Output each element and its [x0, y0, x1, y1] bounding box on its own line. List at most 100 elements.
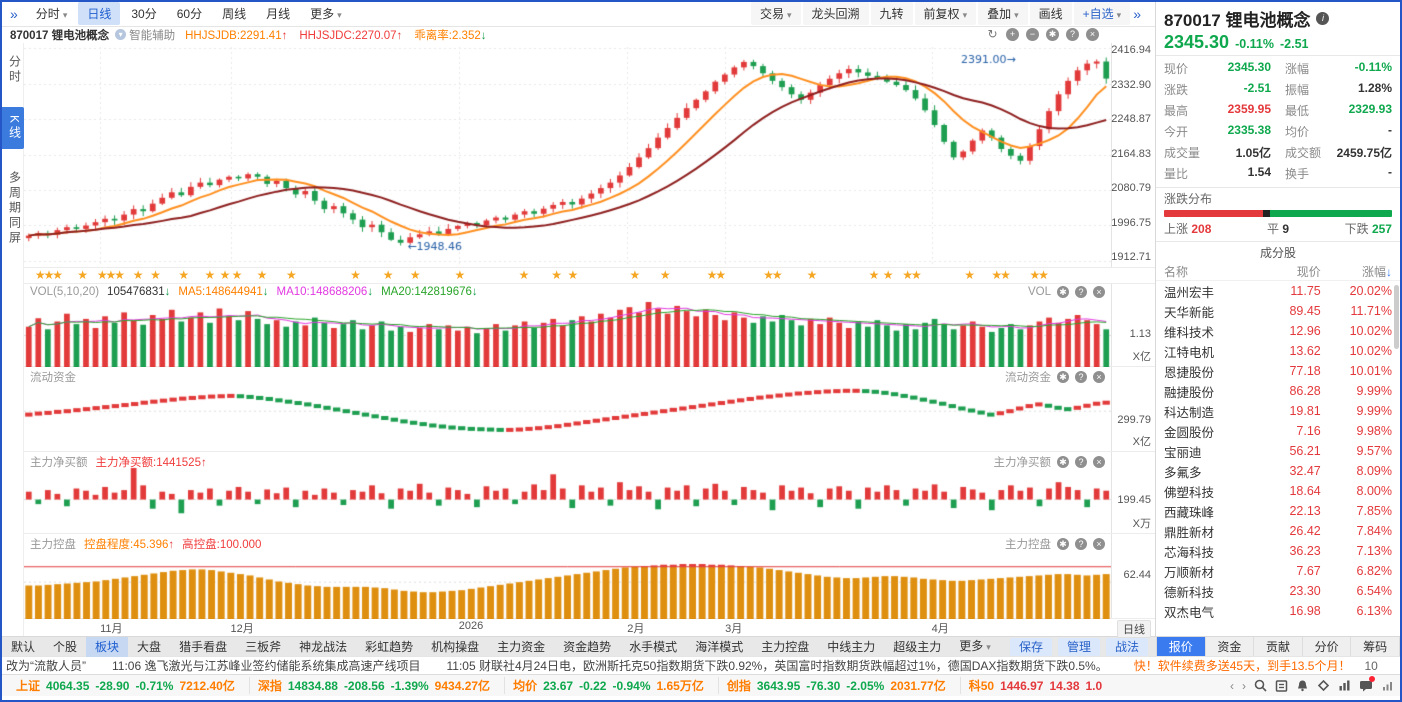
gear-icon[interactable]: ✱ [1046, 28, 1059, 42]
nav-arrow-icon[interactable]: › [1242, 678, 1246, 693]
gear-icon[interactable]: ✱ [1057, 538, 1069, 550]
strategy-tab-默认[interactable]: 默认 [11, 639, 36, 654]
volume-canvas[interactable] [24, 284, 1111, 367]
help-icon[interactable]: ? [1075, 371, 1087, 383]
quote-tab-贡献[interactable]: 贡献 [1254, 637, 1303, 656]
index-segment-科50[interactable]: 科50 1446.97 14.38 1.0 [961, 677, 1116, 694]
index-segment-均价[interactable]: 均价 23.67 -0.22 -0.94% 1.65万亿 [505, 677, 719, 694]
strategy-tab-板块[interactable]: 板块 [86, 636, 129, 657]
refresh-icon[interactable]: ↻ [987, 27, 998, 42]
table-row[interactable]: 德新科技 23.30 6.54% [1156, 581, 1400, 601]
expand-icon[interactable]: » [1133, 5, 1141, 22]
close-icon[interactable]: × [1093, 538, 1105, 550]
table-row[interactable]: 宝丽迪 56.21 9.57% [1156, 441, 1400, 461]
action-战法[interactable]: 战法 [1105, 637, 1148, 656]
news-item[interactable]: 11:06 逸飞激光与江苏峰业签约储能系统集成高速产线项目 [112, 659, 421, 673]
gear-icon[interactable]: ✱ [1057, 456, 1069, 468]
table-row[interactable]: 万顺新材 7.67 6.82% [1156, 561, 1400, 581]
table-row[interactable]: 佛塑科技 18.64 8.00% [1156, 481, 1400, 501]
quote-tab-资金[interactable]: 资金 [1205, 637, 1255, 656]
strategy-tab-资金趋势[interactable]: 资金趋势 [563, 639, 612, 654]
search-icon[interactable] [1254, 679, 1267, 692]
help-icon[interactable]: ? [1075, 456, 1087, 468]
main-control-canvas[interactable] [24, 534, 1111, 619]
index-segment-创指[interactable]: 创指 3643.95 -76.30 -2.05% 2031.77亿 [719, 677, 961, 694]
strategy-tab-中线主力[interactable]: 中线主力 [827, 639, 876, 654]
bell-icon[interactable] [1296, 679, 1309, 692]
period-tab-30分[interactable]: 30分 [131, 7, 157, 22]
quote-tab-分价[interactable]: 分价 [1302, 637, 1352, 656]
close-icon[interactable]: × [1086, 28, 1099, 42]
help-icon[interactable]: ? [1066, 28, 1079, 42]
tool-叠加[interactable]: 叠加 ▾ [978, 2, 1028, 26]
strategy-tab-彩虹趋势[interactable]: 彩虹趋势 [365, 639, 414, 654]
flow-funds-canvas[interactable] [24, 367, 1111, 452]
help-icon[interactable]: ? [1075, 286, 1087, 298]
message-icon[interactable] [1359, 676, 1375, 692]
action-保存[interactable]: 保存 [1009, 637, 1052, 656]
scrollbar-thumb[interactable] [1394, 285, 1399, 349]
rail-tab-K线[interactable]: K线 [2, 107, 24, 150]
table-row[interactable]: 天华新能 89.45 11.71% [1156, 301, 1400, 321]
strategy-tab-水手模式[interactable]: 水手模式 [629, 639, 678, 654]
diamond-icon[interactable] [1317, 679, 1330, 692]
main-net-buy-canvas[interactable] [24, 452, 1111, 534]
news-item[interactable]: 11:05 财联社4月24日电，欧洲斯托克50指数期货下跌0.92%，英国富时指… [446, 659, 1108, 673]
table-row[interactable]: 恩捷股份 77.18 10.01% [1156, 361, 1400, 381]
period-tab-周线[interactable]: 周线 [222, 7, 247, 22]
tool-龙头回溯[interactable]: 龙头回溯 [802, 2, 869, 26]
chart-icon[interactable] [1338, 679, 1351, 692]
table-row[interactable]: 融捷股份 86.28 9.99% [1156, 381, 1400, 401]
close-icon[interactable]: × [1093, 456, 1105, 468]
strategy-tab-超级主力[interactable]: 超级主力 [893, 639, 942, 654]
strategy-tab-个股[interactable]: 个股 [53, 639, 78, 654]
col-price[interactable]: 现价 [1296, 265, 1321, 279]
period-tab-月线[interactable]: 月线 [266, 7, 291, 22]
rail-tab-多周期同屏[interactable]: 多周期同屏 [7, 171, 22, 247]
gear-icon[interactable]: ✱ [1057, 371, 1069, 383]
strategy-tab-主力控盘[interactable]: 主力控盘 [761, 639, 810, 654]
collapse-icon[interactable]: » [10, 5, 18, 22]
strategy-tab-猎手看盘[interactable]: 猎手看盘 [179, 639, 228, 654]
table-row[interactable]: 鼎胜新材 26.42 7.84% [1156, 521, 1400, 541]
strategy-tab-更多[interactable]: 更多 ▾ [959, 639, 991, 653]
signal-icon[interactable] [1381, 679, 1394, 692]
table-row[interactable]: 金圆股份 7.16 9.98% [1156, 421, 1400, 441]
table-row[interactable]: 维科技术 12.96 10.02% [1156, 321, 1400, 341]
tool-+自选[interactable]: +自选 ▾ [1073, 2, 1131, 26]
quote-tab-报价[interactable]: 报价 [1157, 637, 1206, 656]
smart-assist-toggle[interactable]: ▾ 智能辅助 [115, 27, 175, 43]
table-row[interactable]: 多氟多 32.47 8.09% [1156, 461, 1400, 481]
strategy-tab-机构操盘[interactable]: 机构操盘 [431, 639, 480, 654]
table-row[interactable]: 西藏珠峰 22.13 7.85% [1156, 501, 1400, 521]
minus-icon[interactable]: − [1026, 28, 1039, 42]
tool-九转[interactable]: 九转 [870, 2, 913, 26]
period-tab-更多[interactable]: 更多 ▾ [310, 7, 342, 22]
info-icon[interactable]: i [1316, 12, 1330, 25]
promo-text[interactable]: 快！软件续费多送45天，到手13.5个月！ [1133, 659, 1351, 673]
index-segment-深指[interactable]: 深指 14834.88 -208.56 -1.39% 9434.27亿 [250, 677, 506, 694]
index-segment-上证[interactable]: 上证 4064.35 -28.90 -0.71% 7212.40亿 [8, 677, 250, 694]
rail-tab-分时[interactable]: 分时 [7, 55, 22, 85]
close-icon[interactable]: × [1093, 286, 1105, 298]
period-tab-分时[interactable]: 分时 ▾ [35, 7, 68, 22]
col-name[interactable]: 名称 [1164, 265, 1189, 279]
nav-arrow-icon[interactable]: ‹ [1230, 678, 1234, 693]
strategy-tab-海洋模式[interactable]: 海洋模式 [695, 639, 744, 654]
strategy-tab-主力资金[interactable]: 主力资金 [497, 639, 546, 654]
table-row[interactable]: 科达制造 19.81 9.99% [1156, 401, 1400, 421]
period-tab-日线[interactable]: 日线 [78, 2, 121, 26]
strategy-tab-三板斧[interactable]: 三板斧 [245, 639, 282, 654]
action-管理[interactable]: 管理 [1057, 637, 1100, 656]
tool-画线[interactable]: 画线 [1029, 2, 1072, 26]
tool-交易[interactable]: 交易 ▾ [750, 2, 801, 26]
help-icon[interactable]: ? [1075, 538, 1087, 550]
strategy-tab-大盘[interactable]: 大盘 [137, 639, 162, 654]
strategy-tab-神龙战法[interactable]: 神龙战法 [299, 639, 348, 654]
close-icon[interactable]: × [1093, 371, 1105, 383]
news-item[interactable]: 改为“流散人员” [6, 659, 86, 673]
table-row[interactable]: 温州宏丰 11.75 20.02% [1156, 281, 1400, 301]
table-row[interactable]: 芯海科技 36.23 7.13% [1156, 541, 1400, 561]
quote-tab-筹码[interactable]: 筹码 [1351, 637, 1400, 656]
period-tab-60分[interactable]: 60分 [176, 7, 203, 22]
